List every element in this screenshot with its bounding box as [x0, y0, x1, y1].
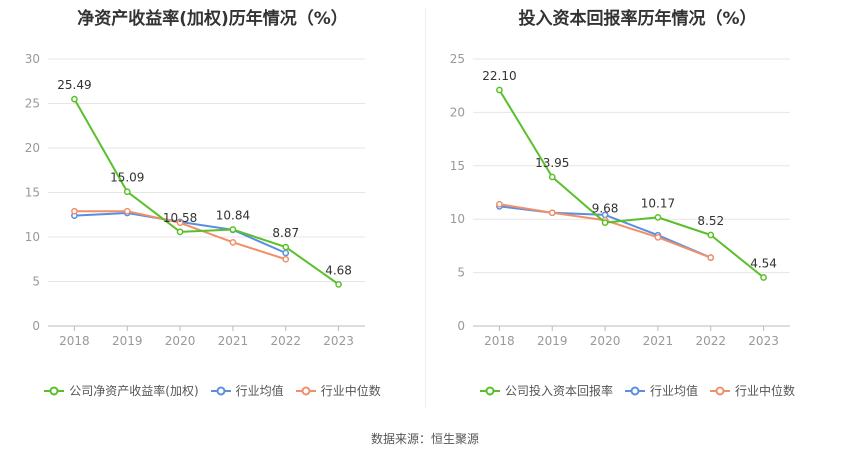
y-tick-label: 5 [457, 266, 465, 280]
legend-item-avg[interactable]: 行业均值 [624, 382, 698, 399]
x-tick-label: 2022 [695, 334, 726, 348]
data-label: 22.10 [482, 69, 516, 83]
legend-item-avg[interactable]: 行业均值 [210, 382, 284, 399]
chart-legend: 公司净资产收益率(加权) 行业均值 行业中位数 [0, 382, 425, 399]
chart-legend: 公司投入资本回报率 行业均值 行业中位数 [425, 382, 850, 399]
data-point [335, 280, 342, 288]
y-tick-label: 20 [450, 105, 465, 119]
x-tick-label: 2020 [165, 334, 196, 348]
data-label: 9.68 [592, 202, 619, 216]
series-line [498, 89, 765, 279]
x-tick-label: 2021 [218, 334, 249, 348]
y-tick-label: 0 [457, 319, 465, 333]
data-point [176, 219, 184, 227]
series-line [73, 98, 340, 286]
data-point [282, 249, 290, 257]
y-tick-label: 25 [25, 97, 40, 111]
legend-label: 行业均值 [235, 384, 284, 398]
x-tick-label: 2023 [748, 334, 779, 348]
data-point [654, 214, 662, 221]
y-tick-label: 15 [450, 159, 465, 173]
data-point [496, 200, 503, 208]
data-point [760, 274, 767, 281]
x-tick-label: 2018 [59, 334, 90, 348]
data-point [71, 207, 78, 215]
legend-company-swatch-icon [44, 386, 65, 395]
y-tick-label: 5 [32, 275, 40, 289]
x-tick-label: 2019 [112, 334, 143, 348]
data-point [229, 226, 237, 233]
x-tick-label: 2019 [537, 334, 568, 348]
data-point [229, 238, 237, 246]
legend-label: 公司净资产收益率(加权) [69, 384, 199, 398]
data-label: 8.52 [697, 214, 724, 228]
data-point [282, 243, 290, 251]
data-label: 25.49 [57, 78, 91, 92]
data-point [176, 228, 184, 236]
x-tick-label: 2018 [484, 334, 515, 348]
data-label: 4.54 [750, 257, 777, 271]
y-tick-label: 20 [25, 141, 40, 155]
data-point [71, 95, 78, 103]
y-tick-label: 0 [32, 319, 40, 333]
y-tick-label: 10 [450, 212, 465, 226]
legend-item-median[interactable]: 行业中位数 [295, 382, 381, 399]
legend-label: 行业中位数 [735, 384, 796, 398]
x-tick-label: 2021 [643, 334, 674, 348]
legend-item-company[interactable]: 公司净资产收益率(加权) [44, 382, 199, 399]
legend-item-company[interactable]: 公司投入资本回报率 [479, 382, 613, 399]
data-point [654, 234, 662, 241]
data-label: 8.87 [272, 226, 299, 240]
legend-avg-swatch-icon [624, 386, 645, 395]
y-tick-label: 10 [25, 230, 40, 244]
y-tick-label: 30 [25, 52, 40, 66]
data-label: 10.84 [216, 209, 250, 223]
data-label: 13.95 [535, 156, 569, 170]
chart-title: 投入资本回报率历年情况（%） [518, 9, 757, 29]
data-label: 10.58 [163, 211, 197, 225]
x-tick-label: 2023 [323, 334, 354, 348]
roic-chart-panel: 投入资本回报率历年情况（%） 0 5 10 15 20 25 2018 2019 2020 202… [425, 0, 850, 415]
legend-label: 行业中位数 [320, 384, 381, 398]
data-point [548, 209, 556, 217]
y-tick-label: 15 [25, 186, 40, 200]
x-tick-label: 2022 [270, 334, 301, 348]
data-point [548, 173, 556, 181]
chart-title: 净资产收益率(加权)历年情况（%） [77, 9, 348, 29]
roic-line-chart: 0 5 10 15 20 25 2018 2019 2020 2021 2022 2023 22.10 1… [450, 52, 790, 348]
panel-divider [425, 8, 426, 408]
data-point [707, 231, 715, 239]
roe-chart-panel: 净资产收益率(加权)历年情况（%） 0 5 10 15 20 25 30 2018 2019 20… [0, 0, 425, 415]
data-point [496, 86, 503, 94]
legend-median-swatch-icon [295, 386, 316, 395]
data-label: 4.68 [325, 263, 352, 277]
data-point [707, 254, 715, 261]
y-tick-label: 25 [450, 52, 465, 66]
legend-label: 公司投入资本回报率 [504, 384, 613, 398]
data-label: 10.17 [641, 196, 675, 210]
legend-avg-swatch-icon [210, 386, 231, 395]
data-point [123, 207, 131, 215]
data-label: 15.09 [110, 171, 144, 185]
roe-line-chart: 0 5 10 15 20 25 30 2018 2019 2020 2021 2022 2023 25.4… [25, 52, 365, 348]
legend-company-swatch-icon [479, 386, 500, 395]
data-point [282, 255, 290, 263]
data-point [123, 188, 131, 196]
x-tick-label: 2020 [590, 334, 621, 348]
legend-median-swatch-icon [710, 386, 730, 395]
data-point [601, 219, 609, 226]
data-source-note: 数据来源：恒生聚源 [370, 432, 479, 446]
legend-label: 行业均值 [649, 384, 698, 398]
legend-item-median[interactable]: 行业中位数 [710, 382, 795, 399]
